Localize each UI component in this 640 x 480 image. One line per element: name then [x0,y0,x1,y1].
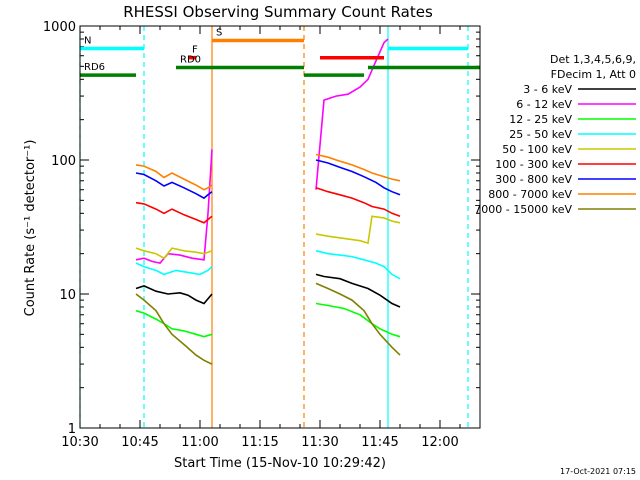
series-line [315,38,389,190]
series-line [135,149,213,264]
legend-label: 12 - 25 keV [509,113,572,126]
y-tick-label: 1000 [43,20,76,35]
series-layer [135,38,401,365]
x-axis-label: Start Time (15-Nov-10 10:29:42) [174,456,386,471]
axis-layer: 10:30 10:45 11:00 11:15 11:30 11:45 12:00 1 10 10… [43,20,481,450]
legend-label: 7000 - 15000 keV [474,203,572,216]
x-tick-label: 12:00 [421,435,458,450]
state-bar-label: F [192,45,198,56]
timestamp: 17-Oct-2021 07:15 [560,467,636,476]
legend-label: 6 - 12 keV [516,98,572,111]
y-axis-label: Count Rate (s⁻¹ detector⁻¹) [23,140,38,317]
legend-label: 3 - 6 keV [523,83,572,96]
series-line [315,215,401,245]
series-line [135,262,213,276]
series-line [315,282,401,356]
series-line [315,273,401,308]
series-line [315,250,401,280]
series-line [315,153,401,182]
x-tick-label: 10:45 [121,435,158,450]
state-bar-label: RD0 [180,55,201,66]
plot-frame [79,25,481,429]
x-tick-label: 11:15 [241,435,278,450]
legend-title-line-2: FDecim 1, Att 0 [551,68,636,81]
legend-label: 25 - 50 keV [509,128,572,141]
legend-label: 800 - 7000 keV [488,188,572,201]
y-tick-label: 100 [51,154,76,169]
series-line [315,187,401,218]
series-line [135,172,213,200]
series-line [135,201,213,224]
legend-label: 100 - 300 keV [495,158,572,171]
x-tick-label: 11:45 [361,435,398,450]
series-line [135,293,213,365]
series-line [135,285,213,305]
y-tick-label: 10 [59,288,76,303]
legend-label: 300 - 800 keV [495,173,572,186]
legend: 3 - 6 keV 6 - 12 keV 12 - 25 keV 25 - 50 ke… [474,83,636,216]
series-line [135,247,213,260]
y-tick-label: 1 [68,422,76,437]
chart-title: RHESSI Observing Summary Count Rates [123,3,433,21]
series-line [315,302,401,338]
vertical-marker-layer [79,26,469,428]
series-line [315,159,401,196]
state-bar-label: N [84,35,91,46]
x-tick-label: 11:30 [301,435,338,450]
state-bar-label: S [216,27,222,38]
x-tick-label: 11:00 [181,435,218,450]
x-tick-label: 10:30 [61,435,98,450]
series-line [135,309,213,338]
legend-title-line-1: Det 1,3,4,5,6,9, [550,53,636,66]
state-bar-label: RD6 [84,62,105,73]
series-line [135,164,213,191]
legend-label: 50 - 100 keV [502,143,572,156]
